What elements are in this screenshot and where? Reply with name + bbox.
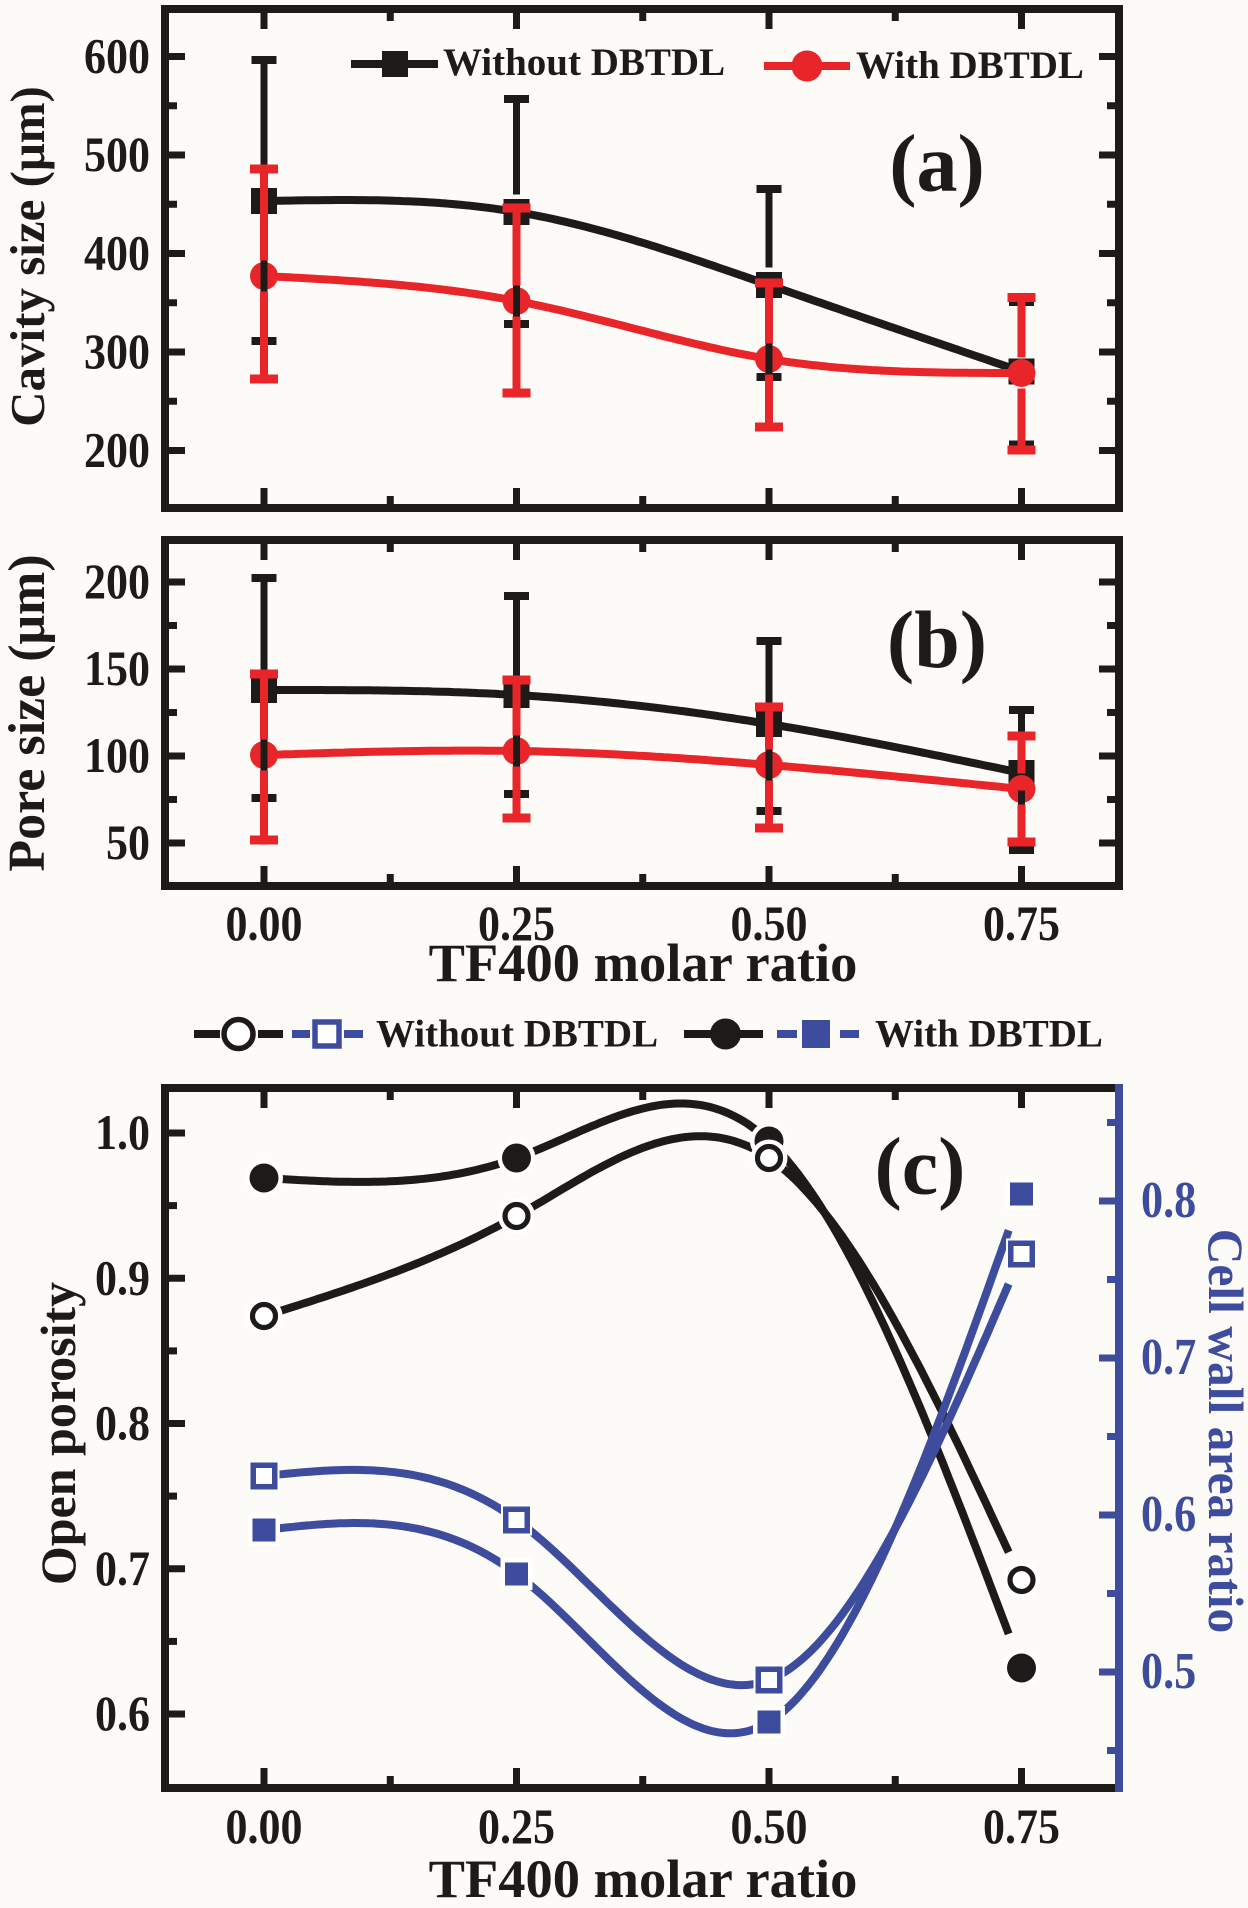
svg-text:0.00: 0.00	[226, 896, 303, 951]
svg-text:100: 100	[84, 728, 150, 783]
svg-text:0.25: 0.25	[478, 896, 555, 951]
svg-text:0.8: 0.8	[95, 1396, 150, 1451]
svg-text:TF400 molar ratio: TF400 molar ratio	[429, 932, 858, 993]
svg-text:400: 400	[84, 226, 150, 281]
svg-text:0.25: 0.25	[478, 1799, 555, 1854]
svg-text:0.75: 0.75	[983, 1799, 1060, 1854]
svg-text:200: 200	[84, 423, 150, 478]
svg-text:1.0: 1.0	[95, 1105, 150, 1160]
svg-text:With DBTDL: With DBTDL	[856, 44, 1084, 87]
svg-text:0.6: 0.6	[1141, 1486, 1196, 1543]
svg-text:50: 50	[106, 815, 150, 870]
svg-text:200: 200	[84, 554, 150, 609]
svg-text:With DBTDL: With DBTDL	[875, 1013, 1103, 1056]
svg-text:(c): (c)	[874, 1121, 965, 1212]
svg-text:150: 150	[84, 641, 150, 696]
svg-text:Cell wall area ratio: Cell wall area ratio	[1198, 1229, 1248, 1634]
svg-text:0.8: 0.8	[1141, 1172, 1196, 1229]
svg-text:0.7: 0.7	[95, 1541, 150, 1596]
svg-text:0.00: 0.00	[226, 1799, 303, 1854]
svg-text:Pore size (μm): Pore size (μm)	[0, 554, 56, 871]
svg-text:0.6: 0.6	[95, 1686, 150, 1741]
svg-text:500: 500	[84, 127, 150, 182]
svg-text:Without DBTDL: Without DBTDL	[443, 41, 725, 84]
svg-text:Without DBTDL: Without DBTDL	[376, 1013, 658, 1056]
svg-text:300: 300	[84, 324, 150, 379]
svg-text:(a): (a)	[889, 118, 985, 209]
svg-text:TF400 molar ratio: TF400 molar ratio	[429, 1848, 858, 1908]
svg-text:0.50: 0.50	[731, 896, 808, 951]
svg-text:0.9: 0.9	[95, 1251, 150, 1306]
svg-text:0.5: 0.5	[1141, 1643, 1196, 1700]
svg-text:600: 600	[84, 29, 150, 84]
svg-text:Cavity size (μm): Cavity size (μm)	[0, 86, 55, 427]
svg-text:(b): (b)	[887, 594, 987, 685]
svg-text:0.7: 0.7	[1141, 1329, 1196, 1386]
svg-text:0.75: 0.75	[983, 896, 1060, 951]
svg-text:Open porosity: Open porosity	[30, 1282, 86, 1585]
svg-text:0.50: 0.50	[731, 1799, 808, 1854]
